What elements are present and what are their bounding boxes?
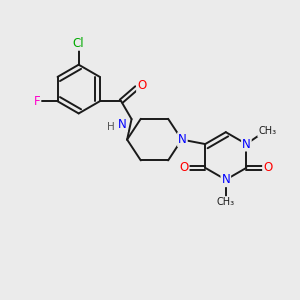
Text: N: N [178, 133, 187, 146]
Text: O: O [179, 161, 188, 174]
Text: N: N [242, 138, 251, 151]
Text: O: O [137, 79, 146, 92]
Text: F: F [33, 95, 40, 108]
Text: N: N [221, 173, 230, 186]
Text: CH₃: CH₃ [217, 197, 235, 207]
Text: O: O [263, 161, 272, 174]
Text: H: H [107, 122, 115, 131]
Text: CH₃: CH₃ [258, 126, 276, 136]
Text: N: N [118, 118, 127, 131]
Text: Cl: Cl [73, 37, 85, 50]
